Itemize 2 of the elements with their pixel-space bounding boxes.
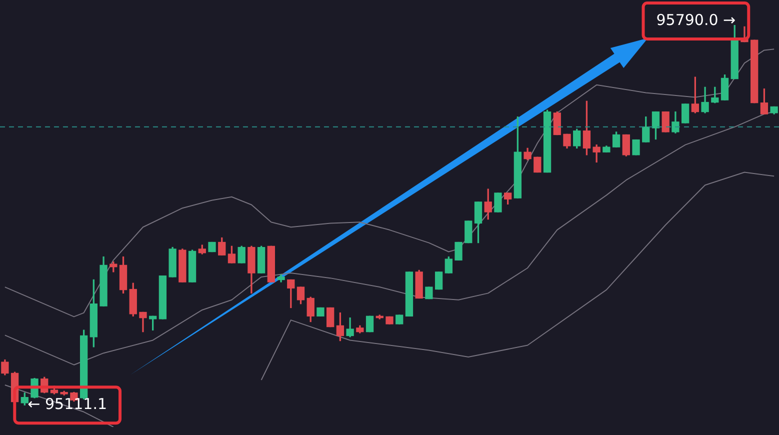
annotation: 95790.0 → bbox=[656, 10, 736, 29]
annotation: ← 95111.1 bbox=[28, 395, 108, 413]
